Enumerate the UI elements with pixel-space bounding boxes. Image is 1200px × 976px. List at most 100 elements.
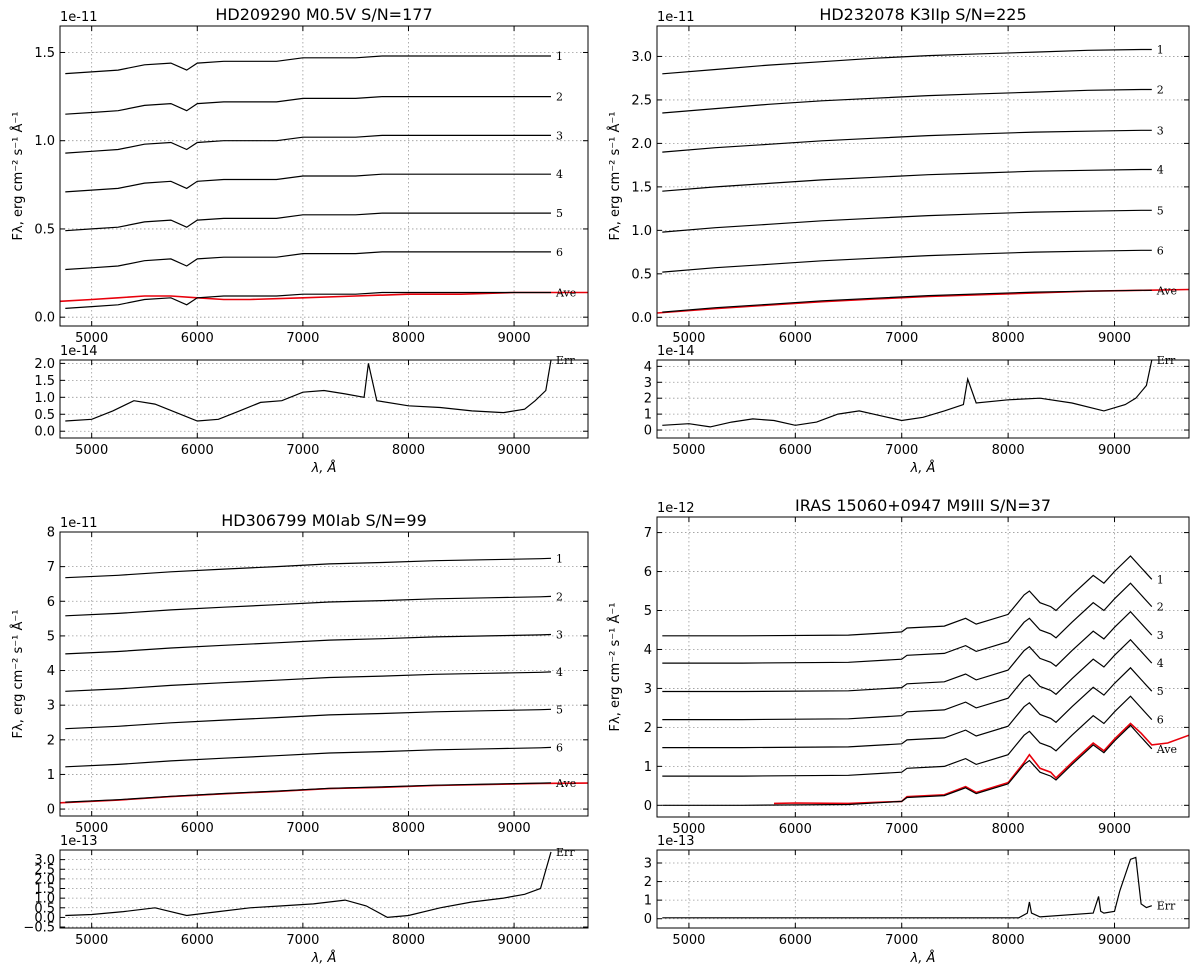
series-5: [65, 708, 552, 730]
series-3: [65, 633, 552, 655]
series-label-1: 1: [556, 552, 563, 565]
series-2: [662, 88, 1152, 114]
series-3: [662, 129, 1152, 153]
y-tick-label: 0: [644, 799, 652, 814]
y-tick-label: 1: [644, 894, 652, 909]
series-Ave: [662, 724, 1153, 806]
y-tick-label: 1.5: [631, 180, 652, 195]
series-5: [662, 209, 1152, 233]
reference-spectrum: [657, 288, 1189, 314]
reference-spectrum: [60, 782, 588, 804]
y-tick-label: 2: [644, 875, 652, 890]
series-1: [65, 55, 551, 75]
y-tick-label: 3: [644, 682, 652, 697]
series-label-Ave: Ave: [1156, 284, 1177, 297]
y-tick-label: 1: [47, 768, 55, 783]
series-Ave: [65, 782, 552, 803]
y-tick-label: 0: [644, 424, 652, 439]
y-tick-label: 0.5: [34, 408, 55, 423]
series-1: [662, 48, 1152, 75]
y-tick-label: 3: [644, 376, 652, 391]
y-axis-label: Fλ, erg cm⁻² s⁻¹ Å⁻¹: [10, 112, 26, 241]
x-tick-label: 6000: [779, 933, 812, 948]
x-tick-label: 9000: [1098, 822, 1131, 837]
y-tick-label: 1.5: [34, 46, 55, 61]
x-tick-label: 6000: [779, 822, 812, 837]
y-tick-label: 1.0: [631, 224, 652, 239]
y-tick-label: −0.5: [23, 921, 55, 936]
x-tick-label: 7000: [885, 443, 918, 458]
series-label-6: 6: [556, 741, 563, 754]
y-axis-label: Fλ, erg cm⁻² s⁻¹ Å⁻¹: [607, 112, 623, 241]
series-label-6: 6: [556, 246, 563, 259]
y-tick-label: 0: [47, 803, 55, 818]
series-label-1: 1: [1157, 573, 1164, 586]
y-tick-label: 0.5: [631, 267, 652, 282]
y-tick-label: 7: [644, 526, 652, 541]
x-tick-label: 8000: [992, 331, 1025, 346]
x-tick-label: 7000: [885, 331, 918, 346]
series-label-5: 5: [556, 207, 563, 220]
plot-area: [60, 55, 588, 309]
y-tick-label: 2.0: [631, 137, 652, 152]
plot-area: [60, 557, 588, 804]
chart-title: IRAS 15060+0947 M9III S/N=37: [795, 496, 1051, 515]
axes-frame: [656, 516, 1190, 818]
series-Err: [662, 856, 1152, 919]
series-label-3: 3: [556, 129, 563, 142]
series-label-4: 4: [1157, 163, 1164, 176]
axis-exponent: 1e-12: [657, 501, 695, 516]
x-axis-label: λ, Å: [910, 460, 936, 476]
y-axis-label: Fλ, erg cm⁻² s⁻¹ Å⁻¹: [10, 610, 26, 739]
y-tick-label: 2: [644, 721, 652, 736]
x-tick-label: 8000: [392, 933, 425, 948]
x-tick-label: 6000: [779, 443, 812, 458]
series-3: [65, 134, 551, 154]
series-label-3: 3: [1157, 124, 1164, 137]
y-tick-label: 8: [47, 526, 55, 541]
x-tick-label: 6000: [779, 331, 812, 346]
y-tick-label: 2.0: [34, 872, 55, 887]
x-tick-label: 5000: [75, 443, 108, 458]
x-tick-label: 8000: [992, 822, 1025, 837]
series-label-2: 2: [1157, 83, 1164, 96]
series-4: [662, 638, 1153, 721]
series-label-Err: Err: [556, 846, 575, 859]
x-tick-label: 9000: [1098, 331, 1131, 346]
series-Err: [65, 360, 552, 422]
x-tick-label: 8000: [392, 331, 425, 346]
series-label-Err: Err: [1157, 900, 1176, 913]
series-5: [65, 212, 551, 232]
series-2: [65, 595, 552, 617]
y-tick-label: 2: [47, 733, 55, 748]
x-tick-label: 5000: [672, 933, 705, 948]
series-6: [65, 251, 551, 271]
series-label-5: 5: [1157, 204, 1164, 217]
plot-area: [662, 856, 1152, 919]
x-tick-label: 5000: [75, 331, 108, 346]
series-Err: [662, 360, 1153, 428]
series-label-3: 3: [1157, 629, 1164, 642]
series-label-Ave: Ave: [555, 777, 576, 790]
y-tick-label: 0.0: [34, 311, 55, 326]
y-tick-label: 1.0: [34, 134, 55, 149]
x-axis-label: λ, Å: [311, 460, 337, 476]
axes-frame: [59, 25, 589, 327]
y-tick-label: 0.0: [34, 911, 55, 926]
x-tick-label: 7000: [286, 821, 319, 836]
series-label-4: 4: [1157, 657, 1164, 670]
x-tick-label: 8000: [392, 443, 425, 458]
axis-exponent: 1e-11: [657, 10, 695, 25]
y-axis-label: Fλ, erg cm⁻² s⁻¹ Å⁻¹: [607, 603, 623, 732]
y-tick-label: 0.0: [34, 425, 55, 440]
axis-exponent: 1e-13: [60, 834, 98, 849]
axes-frame: [59, 531, 589, 817]
x-axis-label: λ, Å: [311, 950, 337, 966]
axes-frame: [59, 359, 589, 439]
y-tick-label: 3.0: [631, 50, 652, 65]
y-tick-label: 5: [644, 604, 652, 619]
series-5: [662, 666, 1153, 749]
x-tick-label: 9000: [498, 331, 531, 346]
x-tick-label: 8000: [392, 821, 425, 836]
